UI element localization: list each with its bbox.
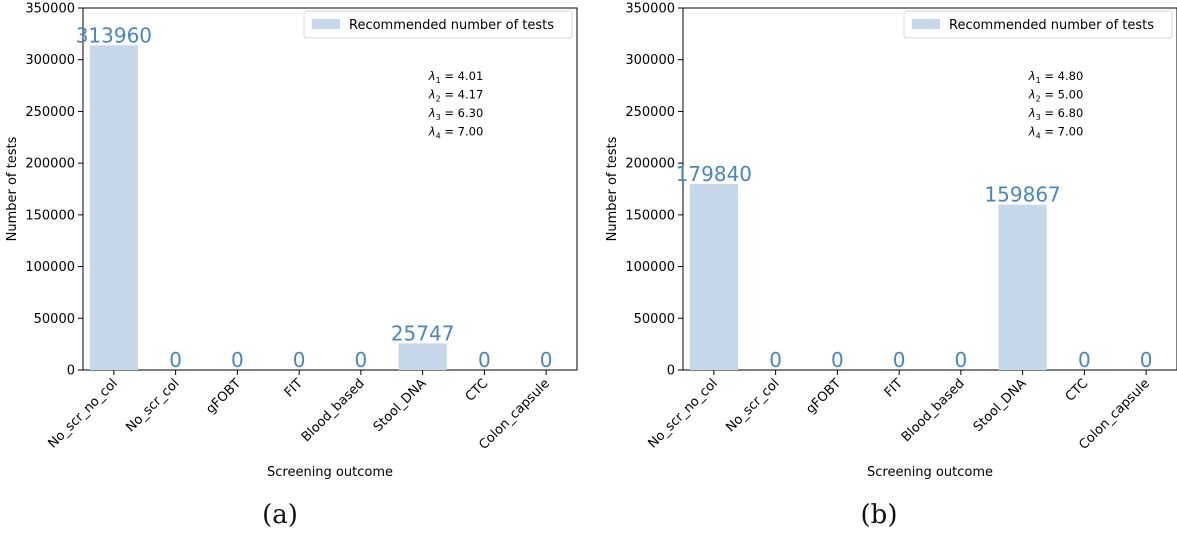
bar-chart-a: 0 50000 100000 150000 200000 250000 300000 3500… <box>5 2 578 480</box>
bar-value-label: 0 <box>769 348 782 372</box>
y-tick-label: 200000 <box>625 157 675 172</box>
y-tick-label: 150000 <box>625 208 675 223</box>
bar-value-label: 0 <box>893 348 906 372</box>
chart-panel-a: 0 50000 100000 150000 200000 250000 300000 3500… <box>0 0 590 504</box>
bar-value-label: 0 <box>831 348 844 372</box>
lambda-annotation: λ1 = 4.80 <box>1028 69 1083 85</box>
x-tick-label: Blood_based <box>899 376 968 445</box>
plot-frame <box>682 7 1177 371</box>
y-tick-label: 50000 <box>634 312 675 327</box>
y-tick-label: 350000 <box>625 2 675 17</box>
lambda-annotation: λ2 = 5.00 <box>1028 88 1083 104</box>
y-tick-label: 350000 <box>25 2 75 17</box>
lambda-annotation: λ4 = 7.00 <box>428 125 483 141</box>
x-tick-label: Stool_DNA <box>971 376 1030 435</box>
lambda-annotation: λ2 = 4.17 <box>428 88 483 104</box>
y-tick-label: 250000 <box>625 105 675 120</box>
panel-caption-b: (b) <box>860 500 898 530</box>
x-axis-label: Screening outcome <box>867 465 993 480</box>
lambda-annotation: λ4 = 7.00 <box>1028 125 1083 141</box>
legend-label: Recommended number of tests <box>949 18 1154 33</box>
x-tick-label: No_scr_col <box>723 376 782 435</box>
y-tick-label: 0 <box>67 364 75 379</box>
x-tick-label: No_scr_col <box>123 376 182 435</box>
bar-value-label: 25747 <box>391 321 455 345</box>
x-tick-label: No_scr_no_col <box>645 376 720 451</box>
y-tick-label: 0 <box>667 364 675 379</box>
bar-value-label: 0 <box>231 348 244 372</box>
chart-panel-b: 0 50000 100000 150000 200000 250000 300000 3500… <box>600 0 1177 504</box>
x-tick-label: gFOBT <box>803 376 844 417</box>
bar-value-label: 0 <box>540 348 553 372</box>
x-tick-label: CTC <box>1063 376 1092 405</box>
lambda-annotation: λ3 = 6.30 <box>428 106 483 122</box>
y-tick-label: 300000 <box>25 53 75 68</box>
bar-chart-b: 0 50000 100000 150000 200000 250000 300000 3500… <box>605 2 1177 480</box>
legend: Recommended number of tests <box>303 10 573 39</box>
bar <box>689 183 738 370</box>
legend-box <box>903 10 1173 39</box>
bar-value-label: 0 <box>355 348 368 372</box>
bar-value-label: 0 <box>293 348 306 372</box>
y-tick-label: 100000 <box>25 260 75 275</box>
y-axis-label: Number of tests <box>5 136 20 241</box>
legend-label: Recommended number of tests <box>349 18 554 33</box>
bar <box>89 45 138 370</box>
bar-value-label: 0 <box>1140 348 1153 372</box>
y-axis-label: Number of tests <box>605 136 620 241</box>
bar-value-label: 0 <box>955 348 968 372</box>
bar-value-label: 0 <box>169 348 182 372</box>
bar-value-label: 0 <box>1078 348 1091 372</box>
legend-swatch <box>912 19 940 29</box>
legend: Recommended number of tests <box>903 10 1173 39</box>
panel-caption-a: (a) <box>262 500 298 530</box>
bar <box>398 343 447 370</box>
legend-box <box>303 10 573 39</box>
x-tick-label: No_scr_no_col <box>45 376 120 451</box>
y-tick-label: 100000 <box>625 260 675 275</box>
x-tick-label: Blood_based <box>299 376 368 445</box>
bar-value-label: 0 <box>478 348 491 372</box>
y-tick-label: 150000 <box>25 208 75 223</box>
x-tick-label: FIT <box>882 376 906 400</box>
bar-value-label: 313960 <box>76 23 152 47</box>
lambda-annotation: λ1 = 4.01 <box>428 69 483 85</box>
y-tick-label: 50000 <box>34 312 75 327</box>
bar <box>998 204 1047 370</box>
y-tick-label: 250000 <box>25 105 75 120</box>
x-tick-label: gFOBT <box>203 376 244 417</box>
x-tick-label: FIT <box>282 376 306 400</box>
legend-swatch <box>312 19 340 29</box>
plot-frame <box>82 7 578 371</box>
y-tick-label: 200000 <box>25 157 75 172</box>
x-tick-label: CTC <box>463 376 492 405</box>
y-tick-label: 300000 <box>625 53 675 68</box>
lambda-annotation: λ3 = 6.80 <box>1028 106 1083 122</box>
bar-value-label: 179840 <box>676 162 752 186</box>
x-tick-label: Stool_DNA <box>371 376 430 435</box>
x-axis-label: Screening outcome <box>267 465 393 480</box>
bar-value-label: 159867 <box>984 183 1060 207</box>
